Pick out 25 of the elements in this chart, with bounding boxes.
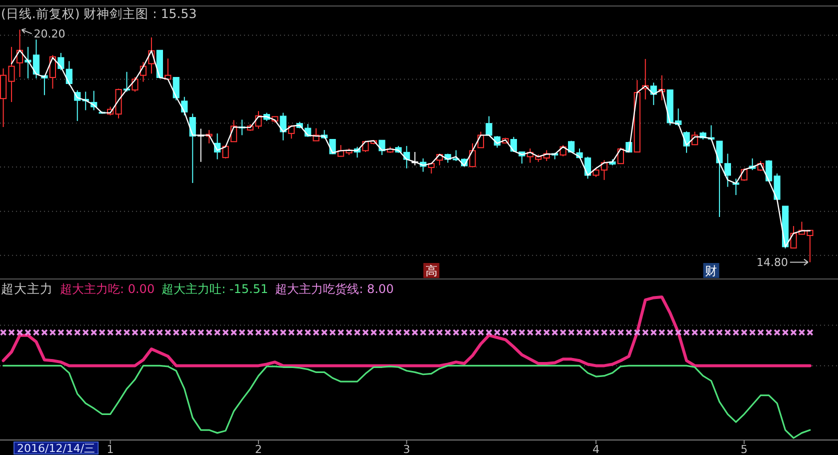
x-tick-label: 高 [425, 264, 438, 278]
candlestick [181, 96, 188, 116]
x-tick-label: 财 [705, 264, 718, 278]
x-tick-label: 5 [740, 443, 748, 455]
candlestick [132, 76, 138, 92]
chart-title: (日线.前复权) 财神剑主图 : 15.53 [1, 6, 197, 21]
text: 超大主力吃货线: 8.00 [275, 282, 394, 296]
candlestick [172, 76, 180, 101]
annotation: 20.20 [34, 28, 66, 41]
x-tick-label: 3 [403, 443, 410, 455]
annotation: 14.80 [756, 256, 788, 270]
candlestick [716, 140, 723, 218]
text: 2016/12/14/三 [17, 442, 96, 455]
candlestick [774, 173, 780, 200]
chart-title: 超大主力 [1, 281, 53, 296]
text: 超大主力吐: -15.51 [162, 282, 268, 296]
candlestick [724, 153, 731, 188]
x-tick-label: 1 [106, 443, 114, 455]
candlestick [280, 112, 286, 141]
candlestick [469, 142, 476, 168]
text: 超大主力吃: 0.00 [60, 282, 155, 296]
candlestick [486, 116, 492, 136]
x-tick-label: 4 [592, 443, 600, 455]
x-tick-label: 2 [254, 443, 262, 455]
candlestick [222, 144, 229, 159]
